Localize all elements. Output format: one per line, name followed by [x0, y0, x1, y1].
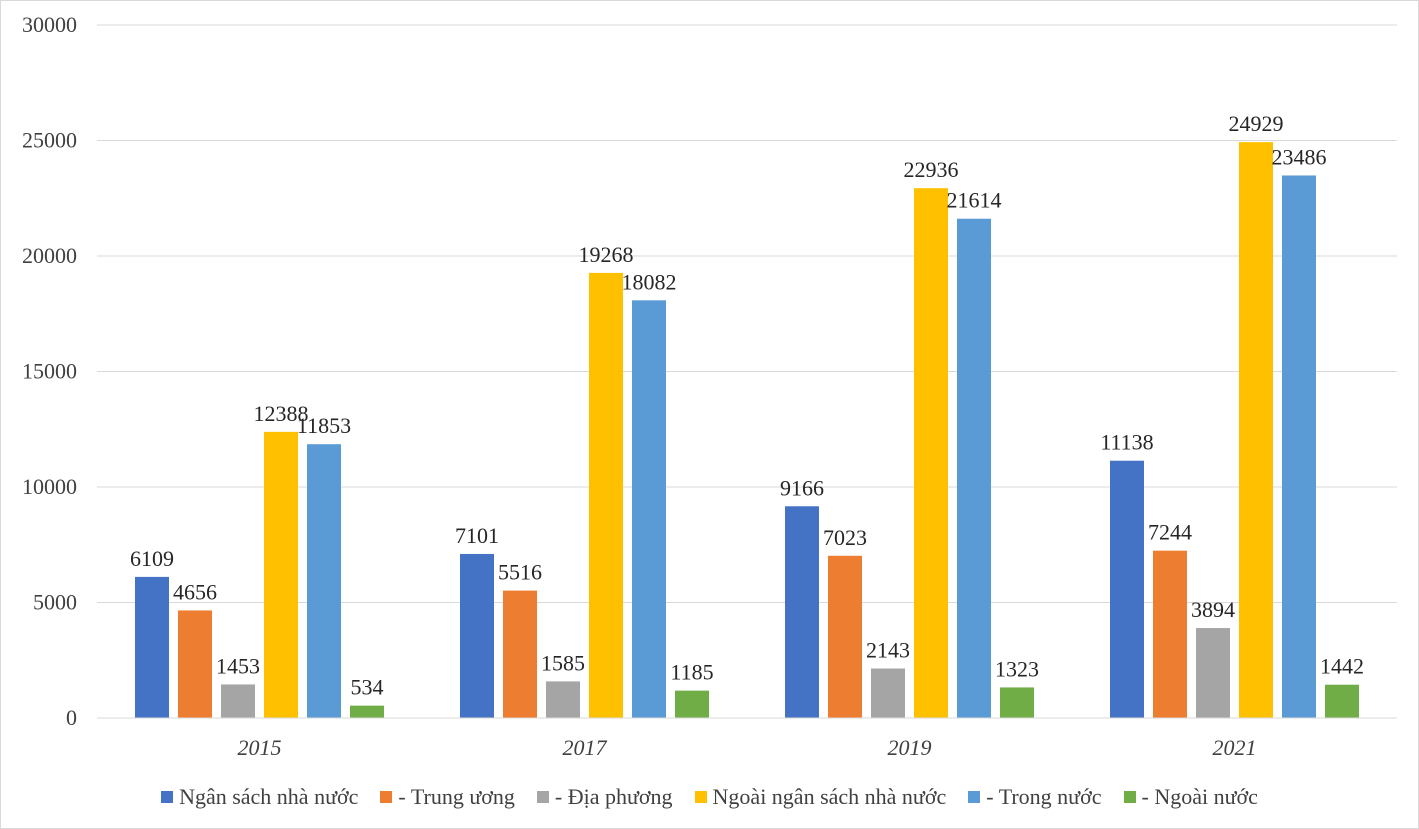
- bar: [914, 188, 948, 718]
- bar: [871, 668, 905, 718]
- data-label: 19268: [579, 242, 634, 267]
- data-label: 4656: [173, 579, 217, 604]
- data-label: 7244: [1148, 520, 1192, 545]
- data-label: 22936: [904, 157, 959, 182]
- data-label: 12388: [254, 401, 309, 426]
- bar: [589, 272, 623, 718]
- data-label: 18082: [622, 269, 677, 294]
- data-label: 1323: [995, 656, 1039, 681]
- legend-label: - Địa phương: [554, 784, 673, 809]
- bar: [1282, 175, 1316, 719]
- bar: [828, 555, 862, 718]
- bar: [264, 431, 298, 718]
- bar: [350, 705, 384, 718]
- legend-swatch: [380, 791, 393, 803]
- legend-item: - Trung ương: [380, 784, 515, 810]
- y-tick-label: 25000: [22, 128, 77, 153]
- legend-label: Ngoài ngân sách nhà nước: [712, 784, 947, 809]
- bar: [1000, 687, 1034, 718]
- legend-label: - Trong nước: [986, 784, 1102, 809]
- bar: [460, 553, 494, 718]
- bar: [1196, 628, 1230, 718]
- bar: [1239, 142, 1273, 718]
- data-label: 6109: [130, 546, 174, 571]
- y-tick-label: 30000: [22, 12, 77, 37]
- data-label: 11853: [297, 413, 351, 438]
- data-label: 21614: [947, 188, 1002, 213]
- y-tick-label: 0: [66, 705, 77, 730]
- bar: [135, 576, 169, 718]
- data-label: 1185: [670, 660, 713, 685]
- bar: [785, 506, 819, 718]
- legend-item: Ngân sách nhà nước: [161, 784, 358, 810]
- data-label: 2143: [866, 637, 910, 662]
- bar: [957, 218, 991, 718]
- legend-swatch: [1123, 791, 1136, 803]
- data-label: 1442: [1320, 654, 1364, 679]
- legend-label: - Trung ương: [398, 784, 515, 809]
- bar: [675, 690, 709, 718]
- data-label: 9166: [780, 475, 824, 500]
- x-tick-label: 2021: [1213, 735, 1257, 760]
- data-label: 1453: [216, 653, 260, 678]
- bar: [221, 684, 255, 718]
- bar: [503, 590, 537, 718]
- data-label: 534: [351, 675, 384, 700]
- bar: [1325, 684, 1359, 718]
- legend-item: - Trong nước: [968, 784, 1102, 810]
- legend-swatch: [536, 791, 549, 803]
- data-label: 24929: [1229, 111, 1284, 136]
- legend-item: - Địa phương: [536, 784, 673, 810]
- x-tick-label: 2017: [563, 735, 608, 760]
- y-tick-label: 15000: [22, 359, 77, 384]
- bar: [307, 444, 341, 718]
- bar: [632, 300, 666, 718]
- data-label: 5516: [498, 560, 542, 585]
- data-label: 3894: [1191, 597, 1235, 622]
- bar: [178, 610, 212, 718]
- legend-item: Ngoài ngân sách nhà nước: [694, 784, 947, 810]
- data-label: 1585: [541, 650, 585, 675]
- legend-swatch: [161, 791, 174, 803]
- data-label: 7023: [823, 525, 867, 550]
- legend-swatch: [968, 791, 981, 803]
- data-label: 11138: [1100, 430, 1153, 455]
- x-tick-label: 2015: [238, 735, 282, 760]
- bar: [1110, 460, 1144, 718]
- y-tick-label: 10000: [22, 474, 77, 499]
- bar: [1153, 550, 1187, 718]
- x-tick-label: 2019: [888, 735, 932, 760]
- data-label: 23486: [1272, 144, 1327, 169]
- bar: [546, 681, 580, 718]
- legend-label: - Ngoài nước: [1141, 784, 1258, 809]
- y-tick-label: 5000: [33, 590, 77, 615]
- chart-legend: Ngân sách nhà nước - Trung ương - Địa phươ…: [0, 780, 1419, 814]
- legend-label: Ngân sách nhà nước: [179, 784, 359, 809]
- legend-swatch: [694, 791, 707, 803]
- data-label: 7101: [455, 523, 499, 548]
- legend-item: - Ngoài nước: [1123, 784, 1258, 810]
- y-tick-label: 20000: [22, 243, 77, 268]
